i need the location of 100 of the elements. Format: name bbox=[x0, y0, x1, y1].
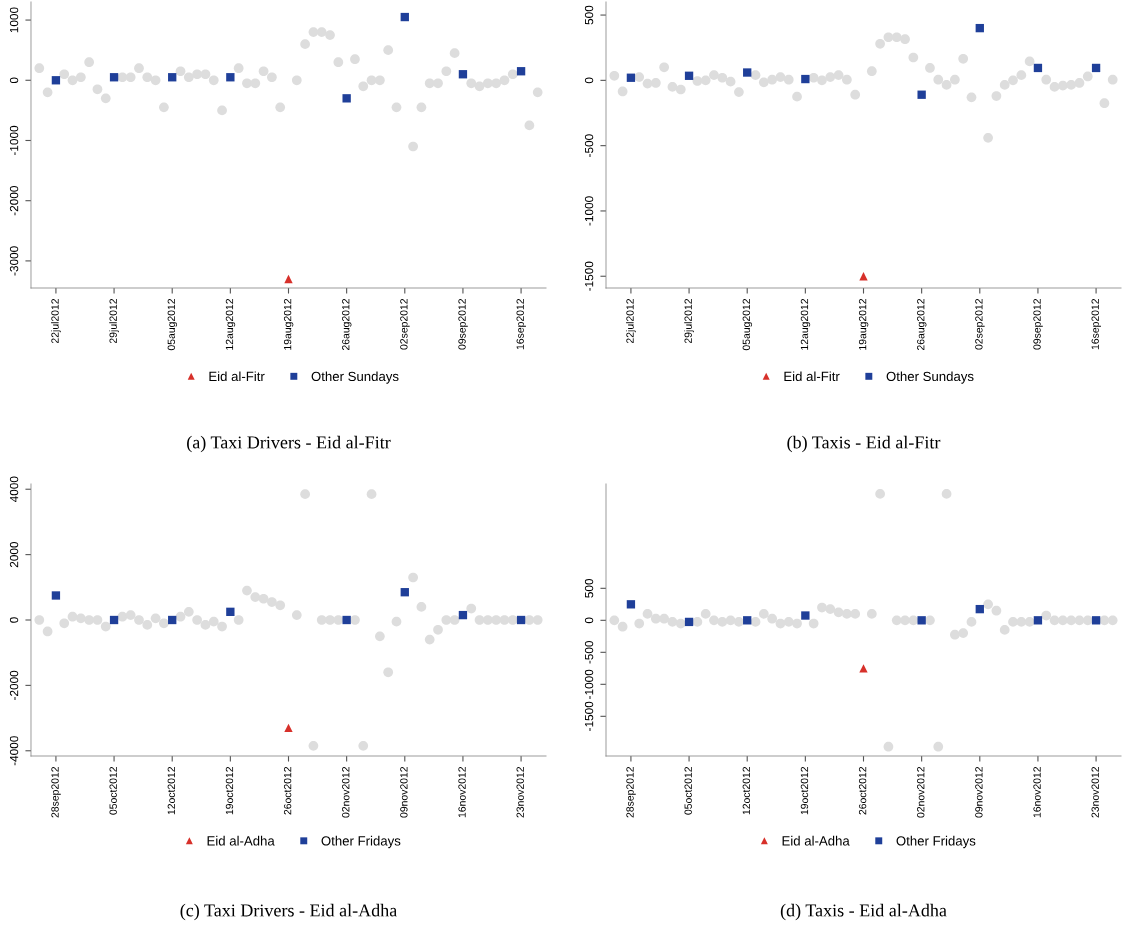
point bbox=[458, 610, 468, 620]
point bbox=[642, 609, 653, 619]
point bbox=[1082, 71, 1093, 82]
point bbox=[709, 615, 719, 626]
point bbox=[850, 609, 861, 619]
point bbox=[925, 63, 935, 73]
point bbox=[408, 572, 418, 583]
x-tick-label: 12oct2012 bbox=[167, 766, 176, 815]
x-tick-label: 16sep2012 bbox=[516, 298, 526, 350]
point bbox=[692, 76, 703, 86]
point bbox=[474, 615, 485, 625]
point bbox=[617, 86, 628, 97]
legend-label: Eid al-Adha bbox=[207, 835, 275, 846]
point bbox=[692, 617, 703, 627]
point bbox=[609, 615, 620, 626]
point bbox=[758, 609, 769, 619]
point bbox=[308, 27, 319, 37]
x-tick-label: 19aug2012 bbox=[283, 298, 294, 350]
point bbox=[449, 48, 460, 59]
point bbox=[125, 610, 136, 620]
x-tick-label: 02nov2012 bbox=[917, 766, 925, 818]
point bbox=[1057, 80, 1068, 91]
text: (d) Taxis - Eid al-Adha bbox=[780, 903, 947, 921]
legend-label: Other Sundays bbox=[886, 371, 974, 384]
x-tick-label: 28sep2012 bbox=[626, 766, 636, 818]
point bbox=[516, 67, 526, 76]
point bbox=[491, 78, 502, 89]
point bbox=[933, 741, 944, 752]
point bbox=[75, 72, 86, 83]
point bbox=[991, 91, 1002, 101]
point bbox=[1091, 616, 1101, 625]
point bbox=[917, 616, 926, 625]
point bbox=[366, 75, 377, 86]
point bbox=[441, 66, 452, 77]
point bbox=[817, 602, 827, 613]
point bbox=[1091, 63, 1101, 73]
y-tick-label: -2000 bbox=[9, 186, 19, 216]
point bbox=[67, 611, 78, 622]
point bbox=[908, 52, 919, 63]
point bbox=[168, 73, 177, 82]
point bbox=[524, 120, 535, 131]
point bbox=[634, 72, 645, 82]
point bbox=[991, 605, 1002, 616]
point bbox=[217, 105, 227, 116]
point bbox=[700, 609, 711, 619]
y-tick-label: 0 bbox=[9, 617, 19, 623]
point bbox=[767, 74, 777, 85]
x-tick-label: 28sep2012 bbox=[51, 766, 61, 818]
point bbox=[532, 615, 543, 625]
point bbox=[659, 62, 670, 73]
x-tick-label: 05aug2012 bbox=[742, 298, 753, 351]
point bbox=[42, 626, 53, 637]
point bbox=[866, 66, 877, 77]
point bbox=[242, 78, 252, 89]
point bbox=[142, 72, 153, 83]
x-tick-label: 19oct2012 bbox=[225, 766, 234, 815]
point bbox=[92, 84, 103, 95]
point bbox=[1066, 80, 1077, 90]
point bbox=[825, 72, 836, 82]
x-tick-label: 05oct2012 bbox=[684, 766, 692, 815]
point bbox=[109, 73, 119, 82]
point bbox=[300, 39, 310, 50]
point bbox=[925, 615, 935, 626]
x-tick-label: 26aug2012 bbox=[917, 298, 927, 351]
x-tick-label: 19aug2012 bbox=[858, 298, 869, 350]
point bbox=[775, 72, 786, 82]
point bbox=[59, 69, 70, 80]
point bbox=[117, 72, 128, 83]
point bbox=[125, 72, 136, 83]
y-tick-label: 2000 bbox=[9, 541, 19, 568]
point bbox=[891, 615, 902, 626]
point bbox=[783, 617, 794, 627]
x-tick-label: 09nov2012 bbox=[975, 766, 983, 818]
x-tick-label: 09sep2012 bbox=[458, 298, 468, 350]
point bbox=[966, 617, 977, 627]
point bbox=[466, 603, 477, 614]
point bbox=[667, 617, 678, 627]
point bbox=[516, 615, 526, 625]
point bbox=[792, 618, 802, 629]
point bbox=[958, 628, 969, 638]
point bbox=[1049, 82, 1060, 92]
point bbox=[333, 615, 344, 625]
point bbox=[750, 70, 761, 80]
point bbox=[208, 75, 219, 86]
point bbox=[258, 66, 269, 77]
point bbox=[975, 604, 984, 614]
point bbox=[983, 132, 993, 143]
x-tick-label: 05oct2012 bbox=[109, 766, 117, 815]
point bbox=[1033, 616, 1043, 625]
point bbox=[1024, 617, 1035, 627]
point bbox=[833, 70, 844, 80]
y-tick-label: -4000 bbox=[9, 736, 19, 766]
point bbox=[34, 615, 45, 625]
point bbox=[917, 90, 926, 99]
point bbox=[200, 620, 211, 630]
point bbox=[675, 84, 686, 95]
point bbox=[233, 63, 244, 74]
point bbox=[159, 618, 169, 629]
y-tick-label: -500 bbox=[584, 134, 594, 157]
point bbox=[458, 70, 468, 79]
